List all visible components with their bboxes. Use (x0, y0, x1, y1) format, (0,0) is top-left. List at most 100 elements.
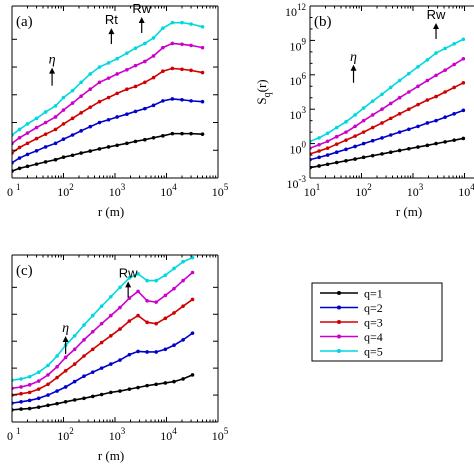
data-point (172, 311, 176, 315)
data-point (317, 155, 321, 160)
data-point (46, 363, 50, 368)
series-line-q3 (12, 67, 203, 154)
data-point (43, 132, 48, 136)
x-tick-label-base: 10 (160, 429, 172, 443)
data-point (53, 141, 58, 146)
data-point (325, 139, 330, 144)
data-point (27, 406, 32, 411)
data-point (461, 136, 466, 141)
data-point (143, 59, 147, 64)
x-tick-label: 105 (212, 426, 229, 443)
data-point (163, 347, 168, 352)
x-tick-label: 0 (7, 185, 13, 199)
annotation-rt: Rt (105, 12, 118, 27)
panel-label: (b) (314, 14, 332, 30)
data-point (79, 129, 83, 133)
data-point (452, 42, 456, 46)
data-point (180, 67, 184, 72)
x-tick-label-exp: 2 (367, 182, 372, 192)
data-point (181, 259, 185, 264)
x-tick-label-base: 10 (304, 185, 316, 199)
data-point (55, 354, 59, 358)
data-point (344, 147, 348, 152)
y-tick-label-exp: 9 (302, 36, 307, 46)
data-point (317, 164, 321, 168)
data-point (34, 125, 39, 130)
data-point (46, 382, 50, 387)
data-point (180, 42, 184, 47)
data-point (55, 389, 59, 393)
data-point (181, 278, 185, 283)
data-point (72, 362, 77, 366)
data-point (19, 385, 23, 389)
data-point (70, 116, 75, 121)
data-point (55, 375, 59, 380)
data-point (27, 383, 32, 387)
data-point (461, 37, 466, 42)
panel-label: (a) (16, 14, 33, 30)
data-point (154, 321, 158, 326)
data-point (200, 70, 205, 75)
data-point (151, 75, 156, 80)
data-point (63, 385, 68, 389)
data-point (443, 140, 447, 144)
data-point (79, 151, 83, 155)
data-point (61, 155, 66, 159)
series-line-q5 (12, 21, 203, 136)
data-point (90, 370, 95, 374)
arrow-head (350, 64, 357, 71)
data-point (317, 136, 321, 140)
x-axis-label: r (m) (98, 448, 124, 463)
data-point (353, 157, 357, 161)
data-point (397, 78, 402, 83)
data-point (88, 124, 93, 129)
data-point (434, 73, 438, 78)
data-point (200, 45, 205, 50)
y-tick-label: 109 (290, 36, 307, 53)
x-tick-exponent: 1 (16, 426, 21, 436)
data-point (99, 304, 104, 308)
data-point (43, 120, 48, 125)
data-point (317, 142, 321, 147)
data-point (180, 97, 184, 102)
data-point (416, 145, 420, 149)
series-line-q5 (310, 38, 464, 143)
x-tick-label-base: 10 (160, 185, 172, 199)
data-point (361, 106, 366, 110)
data-point (434, 51, 438, 55)
data-point (36, 379, 41, 383)
data-point (25, 131, 30, 135)
data-point (72, 379, 77, 384)
data-point (170, 131, 175, 136)
y-tick-label-exp: 3 (302, 105, 307, 115)
data-point (170, 41, 175, 46)
data-point (36, 396, 41, 401)
y-tick-label: 100 (290, 140, 307, 157)
data-point (27, 374, 32, 379)
data-point (34, 136, 39, 141)
data-point (361, 130, 366, 134)
x-tick-label-base: 10 (458, 185, 470, 199)
data-point (118, 389, 122, 393)
data-point (388, 133, 393, 137)
x-tick-label-exp: 4 (172, 182, 177, 192)
data-point (70, 88, 75, 93)
data-point (115, 91, 119, 96)
data-point (325, 162, 330, 167)
data-point (416, 64, 420, 69)
data-point (90, 313, 95, 318)
data-point (172, 379, 176, 384)
data-point (407, 127, 411, 132)
data-point (388, 85, 393, 90)
data-point (407, 146, 411, 151)
legend-swatch-marker (337, 349, 341, 353)
data-point (151, 103, 156, 108)
data-point (97, 65, 102, 69)
data-point (17, 156, 22, 160)
data-point (344, 159, 348, 163)
data-point (443, 46, 447, 51)
data-point (189, 99, 193, 103)
legend-label: q=3 (364, 316, 383, 330)
data-point (154, 350, 158, 354)
data-point (461, 81, 466, 85)
